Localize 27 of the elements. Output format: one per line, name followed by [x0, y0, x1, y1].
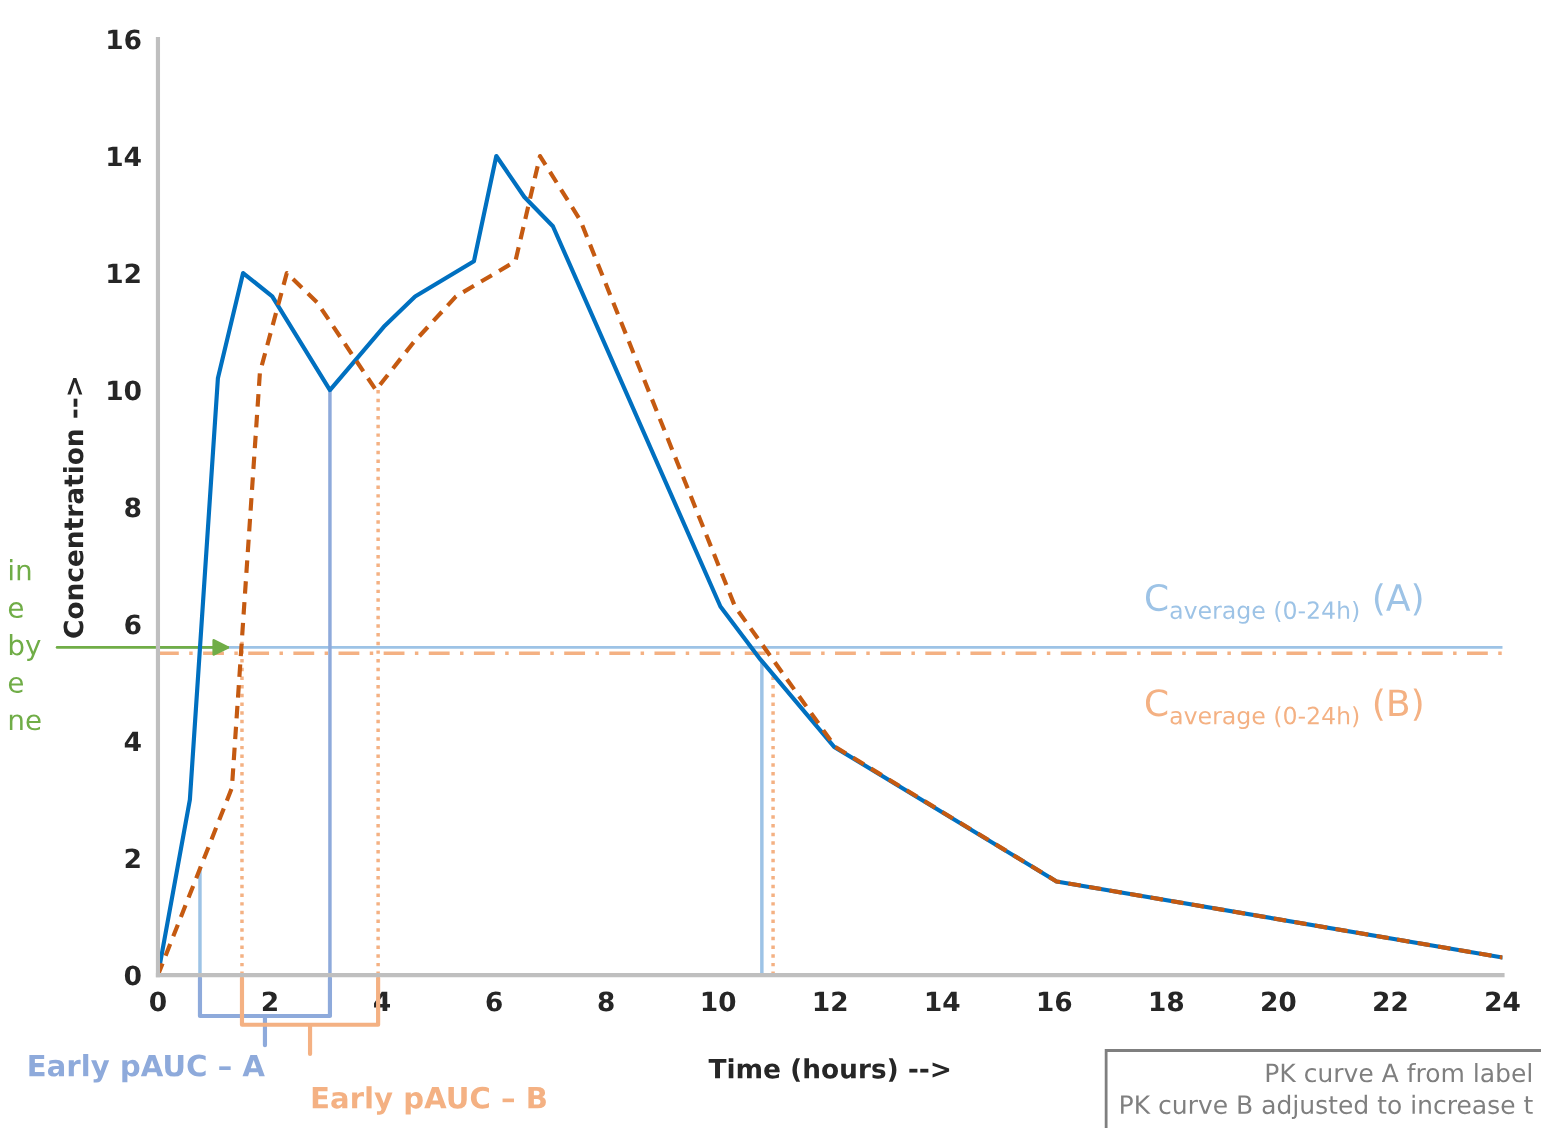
y-tick-label: 0 — [124, 965, 141, 986]
text: Early pAUC – A — [29, 1054, 265, 1083]
x-tick-label: 2 — [262, 991, 277, 1012]
text: PK curve A from label PK curve B adjusted to increase t — [1121, 1062, 1533, 1119]
x-tick-label: 18 — [1150, 991, 1184, 1012]
y-tick-label: 2 — [125, 848, 140, 869]
x-axis-title: Time (hours) --> — [708, 1058, 950, 1082]
x-tick-label: 8 — [598, 991, 614, 1012]
y-axis-title: Concentration --> — [63, 377, 84, 638]
x-tick-label: 12 — [814, 991, 847, 1012]
x-tick-label: 16 — [1038, 991, 1072, 1012]
y-tick-label: 12 — [108, 263, 140, 284]
text: Early pAUC – B — [312, 1086, 546, 1115]
y-tick-label: 6 — [125, 614, 141, 635]
y-tick-label: 14 — [108, 146, 141, 167]
y-tick-label: 4 — [124, 731, 141, 752]
x-tick-label: 14 — [926, 991, 960, 1012]
x-tick-label: 24 — [1486, 991, 1520, 1012]
y-tick-label: 10 — [108, 380, 141, 401]
x-tick-label: 22 — [1374, 991, 1407, 1012]
x-tick-label: 0 — [150, 991, 166, 1012]
y-tick-label: 16 — [108, 29, 141, 50]
annotation: in e by e ne — [8, 559, 41, 731]
x-tick-label: 6 — [486, 991, 502, 1012]
y-tick-label: 8 — [125, 497, 141, 518]
x-tick-label: 10 — [702, 991, 736, 1012]
x-tick-label: 20 — [1262, 991, 1296, 1012]
